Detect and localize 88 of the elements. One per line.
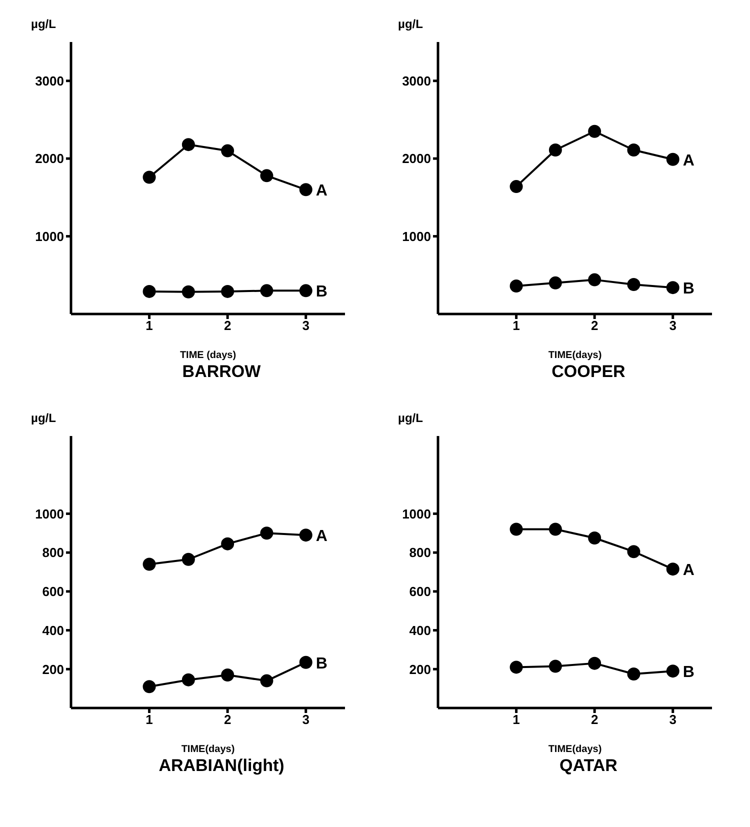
point: [142, 680, 156, 694]
x-axis-title: TIME(days): [548, 350, 602, 361]
point: [142, 558, 156, 571]
y-tick-label: 1000: [402, 228, 431, 244]
x-tick-label: 1: [512, 712, 520, 728]
series-label: A: [316, 528, 328, 546]
point: [510, 660, 523, 674]
y-axis-title: µg/L: [31, 411, 56, 425]
x-tick-label: 2: [590, 712, 598, 728]
point: [260, 526, 274, 540]
x-axis-title: TIME(days): [548, 744, 602, 755]
text: BARROW: [181, 362, 262, 383]
point: [588, 124, 602, 138]
point: [666, 562, 680, 576]
point: [299, 183, 312, 196]
x-tick-label: 3: [302, 712, 310, 728]
point: [666, 281, 680, 294]
point: [627, 545, 640, 558]
point: [510, 522, 523, 536]
x-axis-title: TIME (days): [180, 350, 236, 361]
y-tick-label: 600: [409, 584, 431, 600]
point: [627, 144, 640, 157]
point: [666, 664, 680, 678]
point: [221, 284, 234, 298]
point: [142, 170, 156, 184]
y-tick-label: 800: [42, 545, 64, 560]
y-tick-label: 1000: [35, 228, 64, 244]
x-tick-label: 3: [669, 712, 676, 728]
y-tick-label: 200: [42, 662, 64, 677]
point: [260, 284, 274, 298]
series-label: B: [682, 280, 694, 298]
point: [260, 674, 274, 688]
y-axis-title: µg/L: [398, 411, 423, 425]
x-tick-label: 2: [224, 318, 232, 334]
series-label: B: [316, 284, 328, 301]
x-tick-label: 1: [146, 712, 153, 728]
x-tick-label: 2: [224, 712, 232, 728]
point: [299, 284, 312, 298]
y-tick-label: 400: [409, 622, 431, 638]
point: [221, 668, 234, 682]
series-label: A: [316, 182, 328, 200]
x-tick-label: 3: [669, 318, 676, 334]
x-tick-label: 2: [590, 318, 598, 334]
text: QATAR: [558, 756, 618, 777]
y-tick-label: 400: [42, 622, 64, 638]
y-axis-title: µg/L: [31, 17, 56, 31]
text: ARABIAN(light): [158, 756, 286, 777]
series-label: A: [682, 152, 695, 170]
point: [182, 138, 195, 152]
y-tick-label: 800: [409, 545, 431, 560]
point: [182, 285, 195, 298]
y-tick-label: 600: [42, 584, 64, 600]
point: [548, 276, 562, 290]
x-tick-label: 1: [146, 318, 153, 334]
point: [666, 152, 680, 166]
point: [510, 280, 523, 293]
point: [510, 180, 523, 194]
point: [548, 522, 562, 536]
y-tick-label: 1000: [402, 506, 431, 522]
point: [588, 532, 602, 544]
point: [260, 169, 274, 182]
y-tick-label: 2000: [35, 151, 64, 166]
point: [627, 668, 640, 680]
series-label: A: [682, 562, 695, 580]
point: [588, 656, 602, 670]
text: COOPER: [550, 362, 626, 383]
point: [221, 537, 234, 550]
x-tick-label: 1: [512, 318, 520, 334]
series-label: B: [316, 655, 328, 672]
y-tick-label: 3000: [402, 73, 431, 88]
point: [221, 144, 234, 158]
x-tick-label: 3: [302, 318, 310, 334]
y-tick-label: 1000: [35, 506, 64, 522]
point: [182, 552, 195, 566]
point: [299, 656, 312, 669]
point: [588, 273, 602, 286]
series-label: B: [682, 664, 694, 682]
point: [182, 673, 195, 686]
point: [548, 660, 562, 673]
point: [627, 278, 640, 291]
y-tick-label: 3000: [35, 73, 64, 88]
y-axis-title: µg/L: [398, 17, 423, 31]
point: [548, 144, 562, 157]
y-tick-label: 200: [409, 662, 431, 677]
point: [142, 284, 156, 298]
point: [299, 528, 312, 542]
x-axis-title: TIME(days): [181, 744, 235, 755]
y-tick-label: 2000: [402, 151, 431, 166]
